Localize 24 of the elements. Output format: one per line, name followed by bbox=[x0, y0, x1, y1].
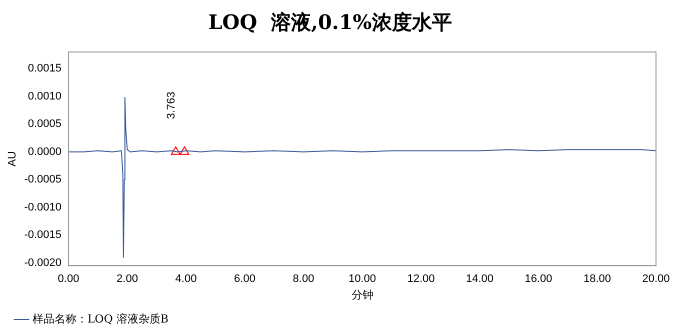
annotation: 3.763 bbox=[165, 92, 178, 120]
x-tick-label: 10.00 bbox=[348, 273, 376, 286]
y-tick-label: -0.0005 bbox=[24, 174, 62, 186]
x-tick-label: 12.00 bbox=[407, 273, 435, 286]
x-axis-title: 分钟 bbox=[351, 289, 374, 302]
x-tick-label: 2.00 bbox=[116, 273, 138, 286]
y-tick-label: -0.0015 bbox=[24, 229, 62, 242]
x-tick-label: 8.00 bbox=[292, 273, 314, 286]
legend-label: 样品名称：LOQ 溶液杂质B bbox=[32, 312, 168, 326]
x-tick-label: 20.00 bbox=[642, 273, 670, 286]
x-tick-label: 14.00 bbox=[466, 273, 494, 286]
x-tick-label: 16.00 bbox=[524, 273, 552, 286]
x-tick-label: 0.00 bbox=[58, 273, 80, 286]
y-axis-title: AU bbox=[6, 151, 19, 166]
y-tick-label: -0.0020 bbox=[24, 256, 62, 269]
x-tick-label: 18.00 bbox=[583, 273, 612, 286]
y-tick-label: -0.0010 bbox=[24, 201, 62, 214]
y-tick-label: 0.0005 bbox=[28, 118, 62, 130]
chart-title: LOQ 溶液,0.1%浓度水平 bbox=[208, 10, 452, 34]
y-tick-label: 0.0015 bbox=[28, 62, 62, 75]
y-tick-label: 0.0000 bbox=[28, 146, 62, 158]
y-tick-label: 0.0010 bbox=[28, 90, 62, 102]
x-tick-label: 6.00 bbox=[234, 273, 256, 286]
x-tick-label: 4.00 bbox=[175, 273, 197, 286]
